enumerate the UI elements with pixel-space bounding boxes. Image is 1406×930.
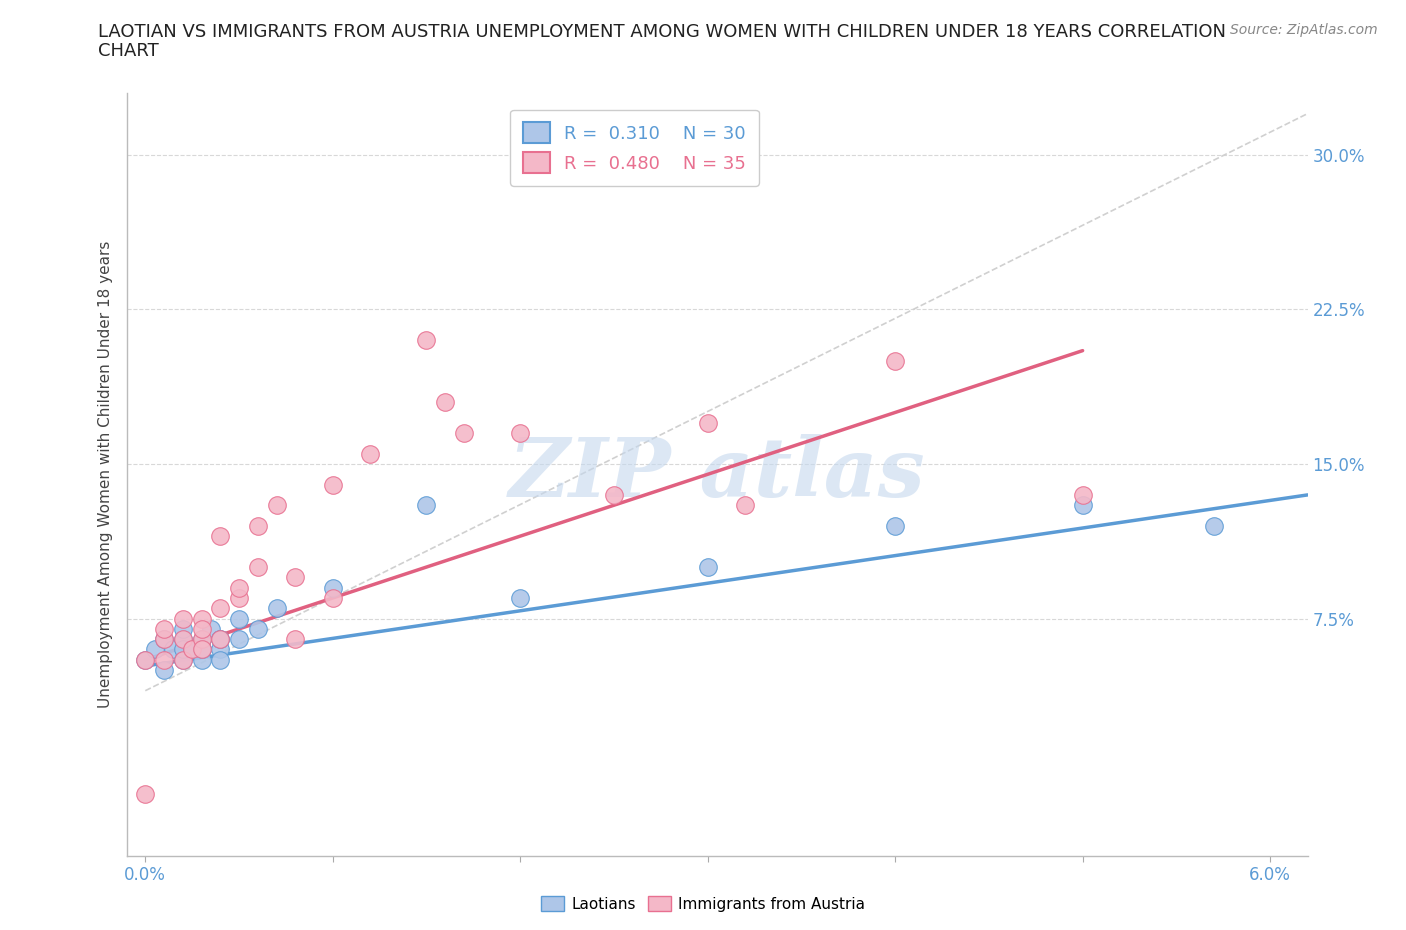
Point: [696, 416, 718, 431]
Point: [209, 642, 232, 657]
Point: [509, 426, 531, 441]
Point: [172, 611, 194, 626]
Point: [266, 601, 288, 616]
Point: [884, 518, 907, 533]
Point: [190, 611, 212, 626]
Point: [153, 631, 176, 646]
Point: [884, 353, 907, 368]
Point: [190, 631, 212, 646]
Point: [322, 477, 344, 492]
Point: [172, 631, 194, 646]
Point: [603, 487, 626, 502]
Point: [246, 621, 269, 636]
Point: [734, 498, 756, 512]
Point: [415, 333, 437, 348]
Point: [172, 652, 194, 667]
Point: [209, 652, 232, 667]
Point: [172, 642, 194, 657]
Point: [153, 663, 176, 678]
Point: [134, 652, 156, 667]
Point: [359, 446, 381, 461]
Point: [209, 631, 232, 646]
Point: [322, 580, 344, 595]
Point: [453, 426, 475, 441]
Point: [190, 642, 212, 657]
Point: [1071, 498, 1094, 512]
Text: CHART: CHART: [98, 42, 159, 60]
Point: [172, 631, 194, 646]
Point: [190, 642, 212, 657]
Point: [181, 642, 204, 657]
Point: [190, 642, 212, 657]
Point: [172, 652, 194, 667]
Legend: Laotians, Immigrants from Austria: Laotians, Immigrants from Austria: [534, 889, 872, 918]
Point: [190, 631, 212, 646]
Text: ZIP atlas: ZIP atlas: [509, 434, 925, 514]
Point: [153, 652, 176, 667]
Point: [162, 642, 184, 657]
Point: [322, 591, 344, 605]
Point: [209, 631, 232, 646]
Point: [134, 787, 156, 802]
Point: [153, 621, 176, 636]
Point: [172, 621, 194, 636]
Legend: R =  0.310    N = 30, R =  0.480    N = 35: R = 0.310 N = 30, R = 0.480 N = 35: [510, 110, 759, 186]
Point: [209, 601, 232, 616]
Point: [434, 394, 457, 409]
Point: [246, 560, 269, 575]
Y-axis label: Unemployment Among Women with Children Under 18 years: Unemployment Among Women with Children U…: [97, 241, 112, 708]
Point: [415, 498, 437, 512]
Point: [190, 652, 212, 667]
Point: [190, 621, 212, 636]
Point: [509, 591, 531, 605]
Point: [200, 621, 222, 636]
Point: [134, 652, 156, 667]
Point: [284, 570, 307, 585]
Point: [228, 611, 250, 626]
Point: [143, 642, 166, 657]
Point: [266, 498, 288, 512]
Point: [246, 518, 269, 533]
Point: [228, 631, 250, 646]
Point: [1071, 487, 1094, 502]
Point: [696, 560, 718, 575]
Text: Source: ZipAtlas.com: Source: ZipAtlas.com: [1230, 23, 1378, 37]
Point: [209, 528, 232, 543]
Text: LAOTIAN VS IMMIGRANTS FROM AUSTRIA UNEMPLOYMENT AMONG WOMEN WITH CHILDREN UNDER : LAOTIAN VS IMMIGRANTS FROM AUSTRIA UNEMP…: [98, 23, 1226, 41]
Point: [1202, 518, 1225, 533]
Point: [181, 642, 204, 657]
Point: [153, 631, 176, 646]
Point: [228, 580, 250, 595]
Point: [284, 631, 307, 646]
Point: [209, 631, 232, 646]
Point: [228, 591, 250, 605]
